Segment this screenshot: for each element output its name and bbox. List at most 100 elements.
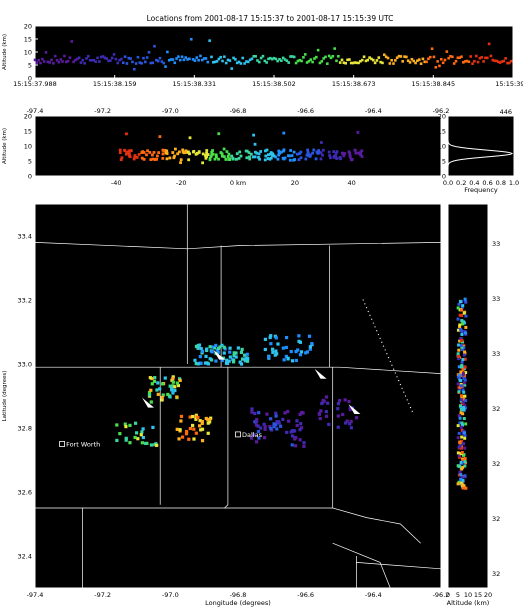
data-point xyxy=(215,60,219,63)
data-point xyxy=(151,153,154,157)
data-point xyxy=(290,154,294,158)
data-point xyxy=(401,60,404,63)
trail-dot xyxy=(367,310,369,313)
data-point xyxy=(118,151,122,154)
plan-view-plot-area xyxy=(35,204,441,588)
trail-dot xyxy=(393,368,395,370)
data-point xyxy=(311,151,315,155)
data-point xyxy=(293,429,297,433)
data-point xyxy=(299,350,304,354)
data-point xyxy=(96,56,99,60)
data-point xyxy=(464,300,468,304)
data-point xyxy=(195,151,199,155)
data-point xyxy=(308,347,312,351)
data-point xyxy=(245,60,248,63)
trail-dot xyxy=(365,307,368,309)
data-point xyxy=(288,158,292,162)
data-point xyxy=(129,149,133,152)
data-point xyxy=(461,304,465,308)
data-point xyxy=(234,355,238,359)
x-tick-label: 10 xyxy=(464,591,472,599)
data-point xyxy=(171,151,175,154)
data-point xyxy=(271,152,275,156)
data-point xyxy=(201,161,205,165)
data-point xyxy=(46,60,50,64)
altitude-histogram-curve xyxy=(447,116,514,176)
trail-dot xyxy=(411,410,413,412)
trail-dot xyxy=(409,406,412,409)
data-point xyxy=(298,353,303,357)
data-point xyxy=(491,58,495,62)
data-point xyxy=(214,359,218,363)
data-point xyxy=(209,155,213,158)
data-point xyxy=(324,395,329,399)
data-point xyxy=(246,357,250,361)
data-point xyxy=(176,152,180,156)
data-point xyxy=(298,58,302,62)
data-point xyxy=(173,385,177,389)
data-point xyxy=(94,60,97,63)
data-point xyxy=(222,155,226,159)
data-point xyxy=(335,59,338,63)
data-point xyxy=(162,61,165,65)
data-point xyxy=(219,55,222,59)
data-point xyxy=(280,150,283,154)
data-point xyxy=(343,398,347,402)
data-point xyxy=(164,65,167,68)
data-point xyxy=(432,55,436,59)
data-point xyxy=(257,60,261,64)
data-point xyxy=(44,51,48,54)
data-point xyxy=(310,342,314,346)
data-point xyxy=(125,62,129,65)
data-point xyxy=(169,58,173,61)
data-point xyxy=(252,133,256,137)
data-point xyxy=(360,58,364,62)
data-point xyxy=(254,55,257,58)
data-point xyxy=(129,57,132,60)
data-point xyxy=(359,153,363,157)
data-point xyxy=(457,454,461,458)
data-point xyxy=(460,402,464,406)
data-point xyxy=(332,155,336,159)
data-point xyxy=(394,59,397,62)
data-point xyxy=(509,59,513,63)
data-point xyxy=(235,152,239,156)
data-point xyxy=(153,376,157,380)
x-tick-label-bottom: 40 xyxy=(348,179,356,187)
data-point xyxy=(456,306,460,310)
data-point xyxy=(35,61,39,65)
data-point xyxy=(320,401,324,406)
data-point xyxy=(213,157,217,161)
data-point xyxy=(262,422,266,426)
data-point xyxy=(351,61,355,65)
data-point xyxy=(454,59,458,63)
data-point xyxy=(246,60,250,64)
data-point xyxy=(377,56,381,59)
data-point xyxy=(328,156,332,160)
data-point xyxy=(460,481,464,485)
data-point xyxy=(228,346,232,350)
y-tick-label: 32.6 xyxy=(18,489,32,497)
data-point xyxy=(39,61,42,65)
lon-altitude-plot-area xyxy=(35,116,441,176)
data-point xyxy=(458,441,462,445)
data-point xyxy=(464,486,468,490)
data-point xyxy=(206,421,210,425)
trail-dot xyxy=(406,399,408,401)
data-point xyxy=(321,148,325,152)
data-point xyxy=(173,61,177,65)
data-point xyxy=(314,55,318,59)
trail-dot xyxy=(372,322,374,324)
data-point xyxy=(225,361,230,366)
data-point xyxy=(456,354,460,358)
data-point xyxy=(199,346,203,351)
x-tick-label: 15:15:38.502 xyxy=(252,80,296,88)
data-point xyxy=(79,61,83,64)
data-point xyxy=(331,54,335,58)
data-point xyxy=(463,434,467,438)
data-point xyxy=(172,156,176,160)
trail-dot xyxy=(387,357,390,359)
data-point xyxy=(148,151,152,154)
data-point xyxy=(61,60,64,63)
